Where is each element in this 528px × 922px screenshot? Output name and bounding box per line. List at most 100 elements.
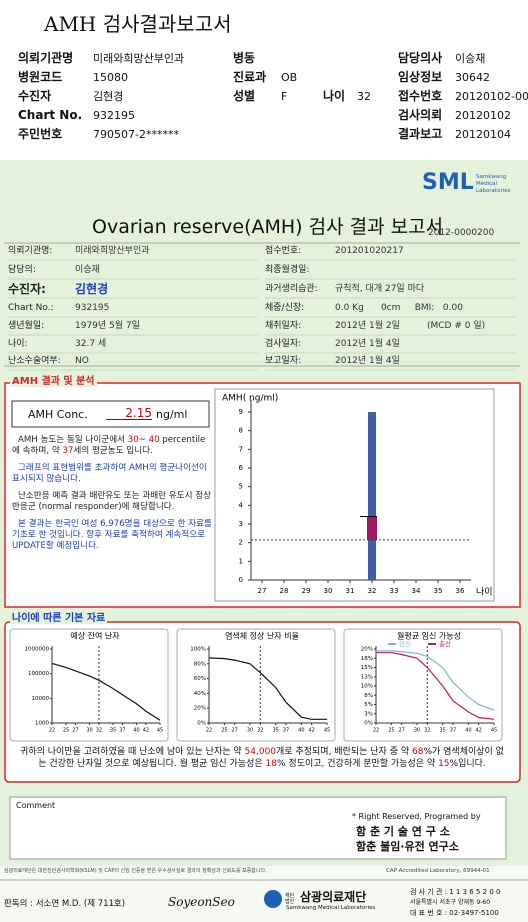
info-label: 접수번호:: [265, 246, 302, 256]
text-segment: 30: [127, 435, 139, 445]
x-tick-label: 22: [49, 728, 55, 734]
legend-label: 출산: [439, 639, 451, 648]
x-tick-label: 34: [412, 587, 421, 595]
foundation-en: Samkwang Medical Laboratories: [286, 905, 376, 911]
address: 서울특별시 서초구 양재동 9-60: [410, 899, 491, 906]
info-value: 이승재: [75, 265, 100, 275]
info-value: NO: [75, 356, 89, 366]
x-tick-label: 45: [157, 728, 163, 734]
field-value: 30642: [455, 71, 490, 84]
x-tick-label: 37: [450, 728, 456, 734]
field-value: 20120102: [455, 109, 511, 122]
text-segment: 68: [411, 747, 424, 757]
range-bar: [368, 412, 376, 580]
field-value: 김현경: [93, 90, 124, 103]
info-label: 의뢰기관명:: [8, 246, 53, 256]
info-value: 미래와희망산부인과: [75, 246, 150, 256]
field-value: 932195: [93, 109, 135, 122]
x-tick-label: 25: [221, 728, 227, 734]
text-segment: 귀하의 나이만을 고려하였을 때 난소에 남아 있는 난자는 약: [20, 747, 245, 757]
chart-title: 월평균 임신 가능성: [397, 631, 461, 641]
y-tick-label: 13%: [361, 674, 373, 680]
logo: SML: [422, 170, 474, 195]
field-label: 담당의사: [398, 51, 443, 65]
x-axis-label: 나이: [476, 587, 493, 598]
x-tick-label: 30: [86, 728, 92, 734]
text-segment: 난소반응 예측 결과 배란유도 또는 과배란 유도시 정상반응군 (normal…: [12, 491, 212, 512]
x-tick-label: 29: [302, 587, 311, 595]
field-label: 검사의뢰: [398, 108, 443, 122]
org: 함춘 불임·유전 연구소: [356, 840, 459, 853]
info-value: 932195: [75, 303, 110, 313]
y-tick-label: 3%: [364, 711, 373, 717]
field-value: 20120102-002: [455, 90, 528, 103]
info-label: 담당의:: [8, 265, 36, 275]
x-tick-label: 36: [456, 587, 465, 595]
info-label: 생년월일:: [8, 321, 45, 331]
info-value: 김현경: [75, 282, 109, 296]
series-line: [51, 662, 161, 721]
text-segment: ~: [138, 435, 149, 445]
x-tick-label: 22: [373, 728, 379, 734]
chart-panel: [9, 628, 169, 742]
y-tick-label: 15%: [361, 665, 373, 671]
footer-notice: 삼광의료재단은 대한진단검사의학회(KSLM) 및 CAP의 신임 인증을 받은…: [4, 868, 267, 874]
text-segment: 37: [62, 446, 74, 456]
report-number: 2012-0000200: [428, 228, 495, 238]
field-value: 790507-2******: [93, 128, 179, 141]
field-label: 결과보고: [398, 127, 443, 141]
phone: 대 표 번 호 : 02-3497-5100: [410, 909, 499, 917]
text-segment: 15: [438, 759, 450, 769]
y-tick-label: 10%: [361, 684, 373, 690]
conc-label: AMH Conc.: [28, 408, 88, 421]
y-tick-label: 80%: [194, 661, 206, 667]
field-label: 의뢰기관명: [18, 51, 74, 65]
y-tick-label: 10000: [32, 696, 50, 702]
lab-code: 검 사 기 관 : 1 1 3 6 5 2 0 0: [410, 888, 501, 896]
foundation-emblem: [264, 890, 282, 908]
x-tick-label: 32: [368, 587, 377, 595]
text-segment: 54,000: [244, 747, 277, 757]
amh-heading: AMH 결과 및 분석: [10, 376, 97, 387]
info-label: 채취일자:: [265, 321, 302, 331]
y-tick-label: 20%: [194, 706, 206, 712]
info-value: 2012년 1월 4일: [335, 356, 400, 366]
x-tick-label: 30: [414, 728, 420, 734]
x-tick-label: 35: [110, 728, 116, 734]
chart-frame: [214, 388, 495, 602]
y-tick-label: 1: [239, 557, 243, 565]
info-label: Chart No.:: [8, 303, 54, 313]
paragraph: AMH 농도는 동일 나이군에서 30~ 40 percentile에 속하며,…: [12, 435, 212, 457]
conc-box: [11, 400, 210, 428]
info-label: 보고일자:: [265, 356, 302, 366]
comment-box: [9, 796, 507, 860]
y-tick-label: 20%: [361, 647, 373, 653]
x-tick-label: 25: [388, 728, 394, 734]
text-segment: %입니다.: [449, 759, 486, 769]
comment-label: Comment: [16, 801, 56, 810]
y-tick-label: 5: [239, 483, 243, 491]
amh-analysis: AMH 농도는 동일 나이군에서 30~ 40 percentile에 속하며,…: [12, 435, 212, 558]
y-tick-label: 100000: [28, 671, 49, 677]
paragraph: 본 결과는 한국인 여성 6,976명을 대상으로 한 자료를 기초로 한 것입…: [12, 519, 212, 552]
x-tick-label: 32: [424, 728, 430, 734]
y-tick-label: 4: [239, 501, 244, 509]
y-tick-label: 7: [239, 445, 243, 453]
text-segment: %가 염색체이상이 없는 건강한 난자일 것으로 예상됩니다. 월 평균 임신 …: [38, 747, 504, 769]
conc-value: 2.15: [106, 407, 152, 420]
foundation-name: 삼광의료재단: [300, 890, 367, 904]
x-tick-label: 28: [280, 587, 289, 595]
paragraph: 난소반응 예측 결과 배란유도 또는 과배란 유도시 정상반응군 (normal…: [12, 491, 212, 513]
info-label: 수진자:: [8, 282, 46, 296]
chart-title: 염색체 정상 난자 비율: [225, 631, 299, 641]
series-line: [376, 650, 495, 711]
chart-title: 예상 잔여 난자: [70, 631, 120, 641]
info-label: 최종월경일:: [265, 265, 310, 275]
x-tick-label: 40: [465, 728, 471, 734]
field-label: 임상정보: [398, 70, 443, 84]
info-label: 난소수술여부:: [8, 356, 61, 366]
legend-label: 임신: [399, 639, 411, 648]
field-label: 성별: [233, 89, 256, 103]
